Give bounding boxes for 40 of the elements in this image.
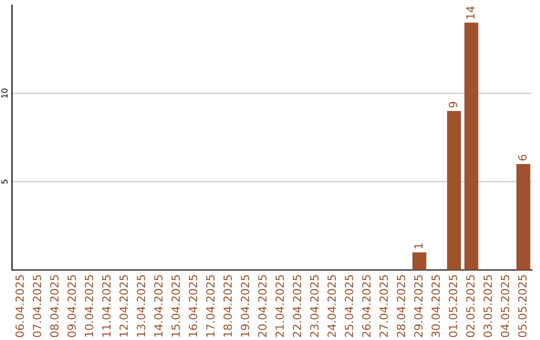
x-tick-label: 29.04.2025 — [414, 275, 423, 337]
x-tick-label: 10.04.2025 — [84, 275, 94, 337]
data-label: 1 — [414, 244, 422, 248]
data-label: 14 — [466, 6, 474, 19]
x-tick-label: 11.04.2025 — [102, 275, 111, 337]
data-label: 6 — [518, 154, 527, 160]
x-tick-label: 17.04.2025 — [206, 275, 215, 337]
bar — [447, 111, 461, 270]
x-tick-label: 05.05.2025 — [518, 275, 527, 338]
x-tick-label: 14.04.2025 — [154, 275, 163, 337]
x-tick-label: 18.04.2025 — [223, 275, 232, 337]
x-tick-label: 06.04.2025 — [15, 275, 24, 338]
x-tick-label: 01.05.2025 — [448, 275, 458, 338]
x-tick-label: 04.05.2025 — [500, 275, 510, 338]
x-tick-label: 25.04.2025 — [344, 275, 354, 337]
x-tick-label: 03.05.2025 — [483, 275, 492, 338]
x-tick-label: 24.04.2025 — [327, 275, 336, 337]
bar — [412, 252, 426, 270]
x-tick-label: 22.04.2025 — [292, 275, 302, 337]
bar — [464, 22, 478, 270]
x-tick-label: 12.04.2025 — [119, 275, 128, 337]
y-tick-label: 10 — [1, 88, 8, 98]
y-tick-label: 5 — [1, 180, 8, 184]
x-tick-label: 30.04.2025 — [431, 275, 440, 337]
x-tick-label: 21.04.2025 — [275, 275, 284, 337]
data-label: 9 — [448, 102, 458, 108]
x-tick-label: 19.04.2025 — [240, 275, 250, 337]
x-tick-label: 09.04.2025 — [67, 275, 76, 338]
x-tick-label: 07.04.2025 — [32, 275, 42, 338]
x-tick-label: 08.04.2025 — [50, 275, 59, 338]
x-tick-label: 26.04.2025 — [362, 275, 371, 337]
x-tick-label: 15.04.2025 — [171, 275, 180, 337]
x-tick-label: 23.04.2025 — [310, 275, 319, 337]
x-tick-label: 16.04.2025 — [188, 275, 198, 337]
x-tick-label: 02.05.2025 — [466, 275, 475, 338]
bar — [516, 164, 530, 270]
x-tick-label: 13.04.2025 — [136, 275, 146, 337]
x-tick-label: 28.04.2025 — [396, 275, 406, 337]
x-tick-label: 27.04.2025 — [379, 275, 388, 337]
x-tick-label: 20.04.2025 — [258, 275, 267, 337]
